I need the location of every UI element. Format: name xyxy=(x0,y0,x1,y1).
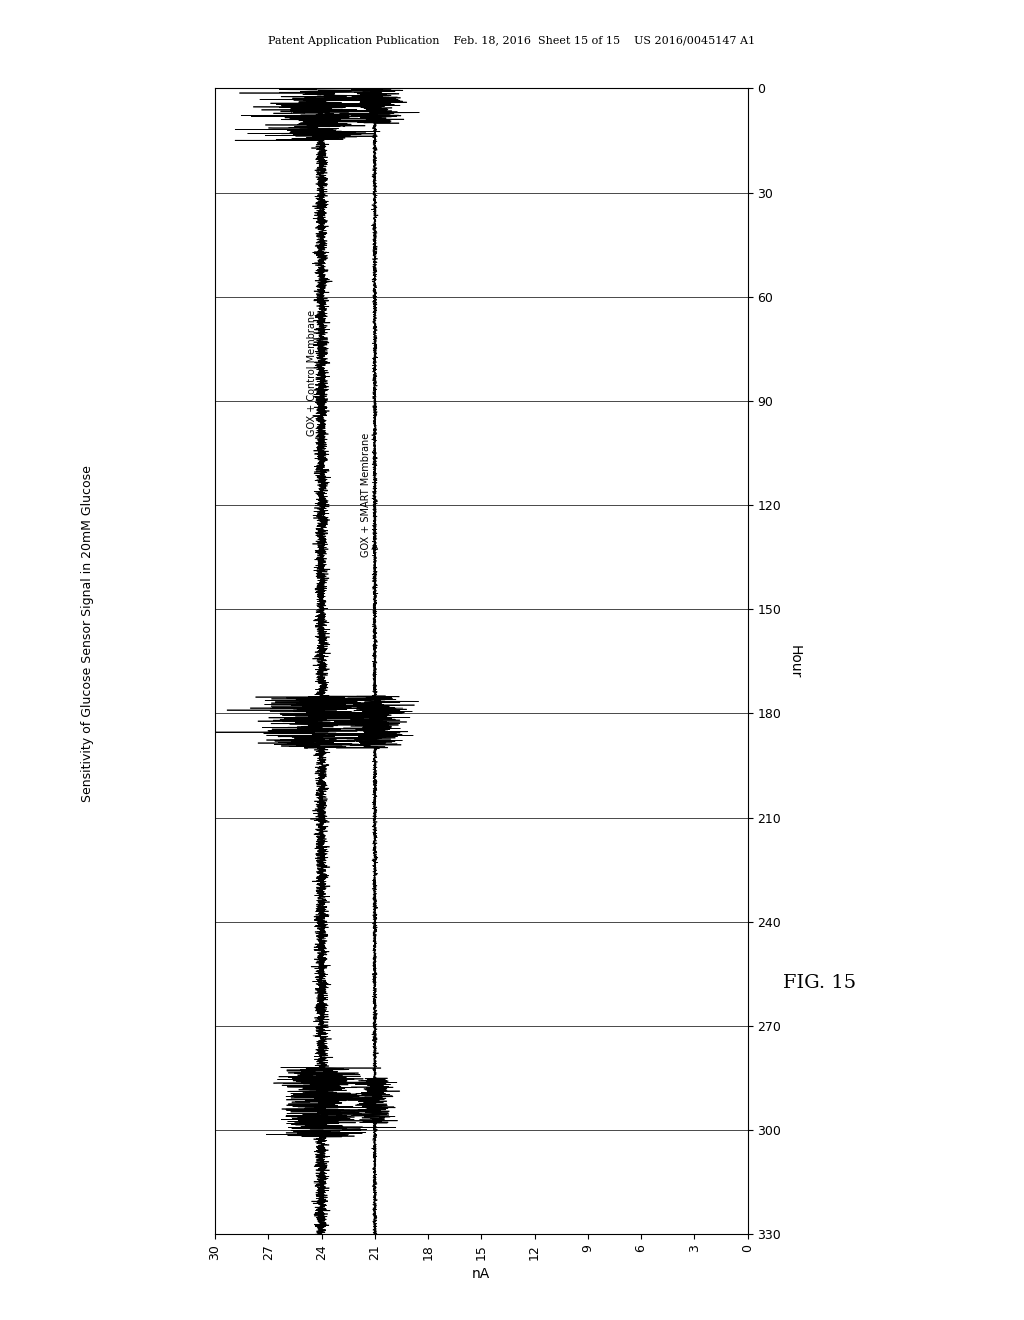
Text: Patent Application Publication    Feb. 18, 2016  Sheet 15 of 15    US 2016/00451: Patent Application Publication Feb. 18, … xyxy=(268,36,756,46)
Text: FIG. 15: FIG. 15 xyxy=(782,974,856,993)
Text: Sensitivity of Glucose Sensor Signal in 20mM Glucose: Sensitivity of Glucose Sensor Signal in … xyxy=(81,465,93,803)
Text: GOX + SMART Membrane: GOX + SMART Membrane xyxy=(360,433,371,557)
X-axis label: nA: nA xyxy=(472,1267,490,1280)
Text: GOX + Control Membrane: GOX + Control Membrane xyxy=(307,309,317,436)
Y-axis label: Hour: Hour xyxy=(787,644,802,678)
